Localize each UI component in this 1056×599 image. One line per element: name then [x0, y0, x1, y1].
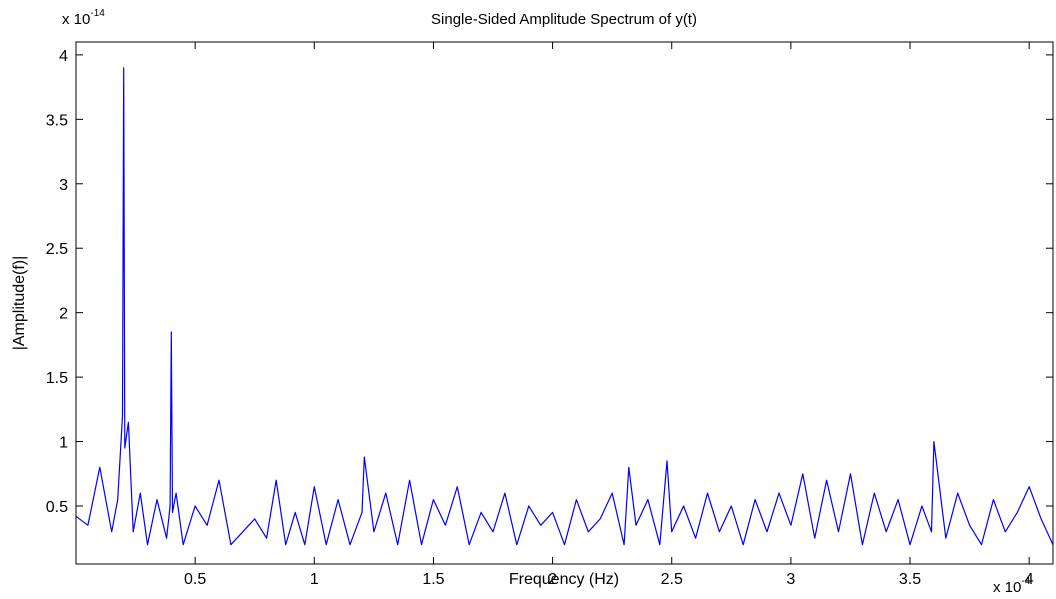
y-tick-label: 3: [59, 177, 68, 194]
x-tick-label: 3: [786, 571, 795, 588]
y-tick-label: 1: [59, 435, 68, 452]
y-exponent-power: -14: [90, 8, 105, 19]
x-tick-label: 2: [548, 571, 557, 588]
y-tick-label: 2: [59, 306, 68, 323]
chart-title: Single-Sided Amplitude Spectrum of y(t): [431, 11, 697, 28]
y-axis-title: |Amplitude(f)|: [11, 256, 28, 351]
x-exponent-prefix: x 10: [993, 579, 1021, 596]
x-tick-label: 2.5: [661, 571, 683, 588]
y-tick-label: 2.5: [46, 241, 68, 258]
y-tick-label: 0.5: [46, 499, 68, 516]
y-tick-label: 3.5: [46, 112, 68, 129]
x-tick-label: 1: [310, 571, 319, 588]
y-axis-exponent: x 10-14: [62, 8, 105, 28]
x-axis-exponent: x 10-4: [993, 576, 1031, 596]
y-exponent-prefix: x 10: [62, 11, 90, 28]
x-axis-title: Frequency (Hz): [509, 571, 619, 588]
y-tick-label: 1.5: [46, 370, 68, 387]
plot-area: [75, 41, 1054, 565]
series-layer: [75, 67, 1054, 546]
x-tick-label: 1.5: [422, 571, 444, 588]
x-exponent-power: -4: [1021, 576, 1030, 587]
spectrum-series-line: [75, 67, 1054, 546]
x-tick-label: 0.5: [184, 571, 206, 588]
x-tick-label: 3.5: [899, 571, 921, 588]
x-tick-label: 4: [1025, 571, 1034, 588]
y-tick-label: 4: [59, 48, 68, 65]
axis-ticks: 0.5 1 1.5 2 2.5 3 3.5 4 0.5 1 1.5 2 2.5 3 3.5 4: [46, 42, 1053, 588]
